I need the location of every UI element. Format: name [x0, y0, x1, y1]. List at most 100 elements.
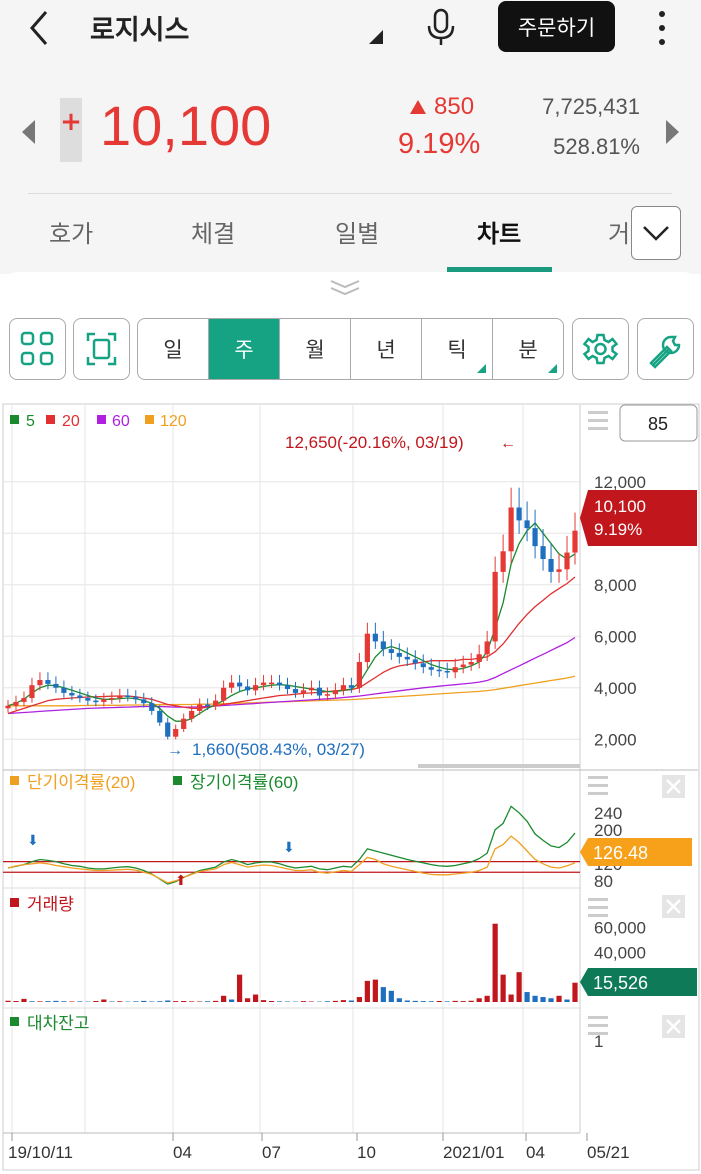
- period-day[interactable]: 일: [138, 319, 209, 379]
- volume-bar: [556, 995, 562, 1002]
- volume-bar: [181, 1001, 187, 1002]
- volume-bar: [213, 1000, 219, 1002]
- x-tick-label: 19/10/11: [8, 1143, 73, 1162]
- volume-bar: [173, 1001, 179, 1002]
- legend-ma120: 120: [160, 413, 187, 430]
- panel-menu-icon[interactable]: [588, 411, 608, 430]
- legend-swatch-ma60: [97, 415, 106, 424]
- panel-menu-icon[interactable]: [588, 776, 608, 795]
- low-annotation: 1,660(508.43%, 03/27): [192, 740, 365, 759]
- panel-resize-handle[interactable]: [418, 764, 580, 768]
- candle-body: [300, 690, 307, 693]
- volume-y-tick: 60,000: [594, 918, 646, 937]
- candle-count-box[interactable]: [619, 404, 698, 442]
- candle-body: [348, 685, 354, 688]
- turnover-percent: 528.81%: [553, 134, 640, 159]
- period-week[interactable]: 주: [209, 319, 280, 379]
- ratio-badge: [580, 838, 692, 866]
- indicator-grid-button[interactable]: [9, 318, 66, 380]
- ratio-y-axis: 24020012080: [594, 804, 622, 891]
- grid-icon: [20, 331, 54, 366]
- candle-body: [532, 528, 538, 547]
- price-change-value: 850: [434, 93, 475, 120]
- period-minute[interactable]: 분: [493, 319, 563, 379]
- volume-bar: [189, 1001, 195, 1002]
- volume-bar: [548, 998, 554, 1002]
- main-legend: 5 20 60 120: [10, 413, 187, 430]
- volume-bar: [5, 1000, 11, 1002]
- stock-chart[interactable]: 5 20 60 120 85 12,650(-20.16%, 03/19) ← …: [0, 400, 701, 1174]
- chart-frame: [2, 403, 700, 1171]
- volume-bar: [380, 987, 386, 1002]
- tab-hoga[interactable]: 호가: [49, 220, 94, 248]
- more-icon[interactable]: [652, 8, 672, 48]
- candle-body: [540, 546, 546, 559]
- order-button[interactable]: 주문하기: [498, 1, 615, 52]
- volume-bar: [244, 998, 251, 1002]
- x-tick-label: 2021/01: [443, 1143, 504, 1162]
- candle-body: [356, 662, 362, 688]
- y-tick-label: 2,000: [594, 730, 637, 749]
- tab-expand-button[interactable]: [631, 206, 681, 260]
- next-stock-arrow[interactable]: [666, 120, 679, 144]
- volume-bar: [348, 1000, 354, 1002]
- candle-body: [101, 699, 107, 702]
- volume-bar: [396, 998, 402, 1002]
- volume-bar: [540, 997, 546, 1002]
- period-tick[interactable]: 틱: [422, 319, 493, 379]
- tab-more-partial[interactable]: 거: [608, 220, 630, 248]
- panel-menu-icon[interactable]: [588, 1016, 608, 1035]
- volume-bar: [53, 1000, 59, 1002]
- candle-body: [364, 633, 370, 662]
- ratio-badge-value: 126.48: [593, 843, 648, 863]
- ratio-lines: [3, 805, 580, 885]
- close-panel-icon[interactable]: [662, 895, 685, 918]
- volume-bar: [205, 1001, 211, 1002]
- volume-bar: [300, 1001, 307, 1002]
- chart-tools-button[interactable]: [637, 318, 694, 380]
- legend-volume: 거래량: [27, 895, 74, 914]
- period-month[interactable]: 월: [280, 319, 351, 379]
- candle-body: [165, 722, 171, 737]
- candle-body: [13, 701, 19, 706]
- close-panel-icon[interactable]: [662, 775, 685, 798]
- y-tick-label: 12,000: [594, 473, 646, 492]
- panel-menu-icon[interactable]: [588, 898, 608, 917]
- volume-bar: [221, 995, 227, 1002]
- fullscreen-icon: [86, 332, 117, 366]
- period-year[interactable]: 년: [351, 319, 422, 379]
- close-panel-icon[interactable]: [662, 1015, 685, 1038]
- microphone-icon[interactable]: [424, 6, 458, 46]
- legend-ma20: 20: [62, 413, 80, 430]
- tab-chart[interactable]: 차트: [477, 220, 522, 248]
- tab-daily[interactable]: 일별: [335, 220, 380, 248]
- volume-bar: [364, 980, 370, 1002]
- wrench-icon: [649, 335, 681, 369]
- gear-icon: [582, 333, 619, 365]
- back-icon[interactable]: [26, 8, 54, 48]
- candle-body: [125, 695, 131, 697]
- legend-long-ratio: 장기이격률(60): [190, 773, 298, 792]
- candle-body: [292, 689, 299, 693]
- fullscreen-button[interactable]: [73, 318, 130, 380]
- chart-settings-button[interactable]: [572, 318, 629, 380]
- volume-badge: [580, 968, 697, 996]
- x-axis: 19/10/11 04 07 10 2021/01 04 05/21: [8, 1133, 630, 1162]
- volume-bar: [61, 1001, 67, 1002]
- candle-body: [69, 692, 75, 696]
- candle-body: [149, 703, 155, 711]
- candle-body: [189, 710, 195, 719]
- candle-body: [213, 700, 219, 706]
- candle-body: [181, 718, 187, 729]
- y-tick-label: 6,000: [594, 627, 637, 646]
- current-price: 10,100: [100, 94, 272, 157]
- prev-stock-arrow[interactable]: [22, 120, 35, 144]
- collapse-chevron-icon[interactable]: [327, 278, 363, 296]
- candle-body: [556, 569, 562, 572]
- stock-dropdown-icon[interactable]: [369, 30, 383, 44]
- candle-body: [29, 685, 35, 699]
- tab-trades[interactable]: 체결: [191, 220, 236, 248]
- stock-title[interactable]: 로지시스: [90, 15, 190, 46]
- dropdown-corner-icon: [548, 364, 557, 373]
- price-badge-value: 10,100: [594, 497, 646, 516]
